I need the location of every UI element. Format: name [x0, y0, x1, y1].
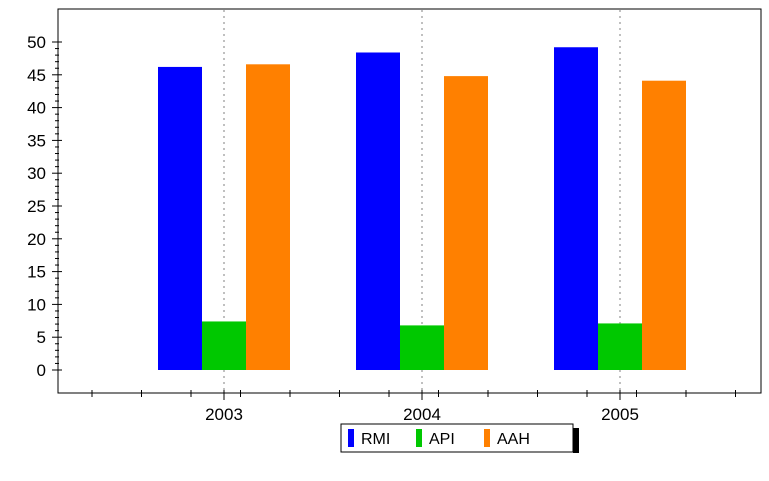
y-tick-label: 15	[27, 263, 46, 282]
y-tick-label: 25	[27, 197, 46, 216]
bar-rmi-2005	[554, 47, 598, 371]
bar-api-2004	[400, 325, 444, 370]
legend-label-rmi: RMI	[361, 431, 390, 448]
legend-swatch-aah	[484, 429, 490, 447]
legend-swatch-rmi	[348, 429, 354, 447]
legend-label-api: API	[429, 431, 455, 448]
legend-box	[340, 423, 574, 453]
bar-rmi-2004	[356, 52, 400, 370]
y-tick-label: 30	[27, 164, 46, 183]
legend-swatch-api	[416, 429, 422, 447]
y-tick-label: 20	[27, 230, 46, 249]
bar-api-2005	[598, 323, 642, 370]
y-tick-label: 5	[37, 328, 46, 347]
bar-aah-2004	[444, 76, 488, 370]
y-tick-label: 10	[27, 295, 46, 314]
legend-shadow	[573, 428, 579, 453]
y-tick-label: 45	[27, 66, 46, 85]
y-tick-label: 0	[37, 361, 46, 380]
y-tick-label: 50	[27, 33, 46, 52]
x-axis: 2003 2004 2005	[91, 390, 736, 424]
x-tick-label-2004: 2004	[403, 405, 441, 424]
legend-label-aah: AAH	[497, 431, 530, 448]
bar-aah-2005	[642, 80, 686, 370]
x-tick-label-2003: 2003	[205, 405, 243, 424]
bars	[158, 47, 686, 371]
y-tick-label: 35	[27, 131, 46, 150]
legend: RMI API AAH	[340, 423, 579, 453]
bar-aah-2003	[246, 64, 290, 370]
x-tick-label-2005: 2005	[601, 405, 639, 424]
y-axis: 0 5 10 15 20 25 30 35 40 45 50	[27, 33, 62, 380]
bar-api-2003	[202, 321, 246, 370]
bar-rmi-2003	[158, 66, 202, 370]
y-tick-label: 40	[27, 99, 46, 118]
